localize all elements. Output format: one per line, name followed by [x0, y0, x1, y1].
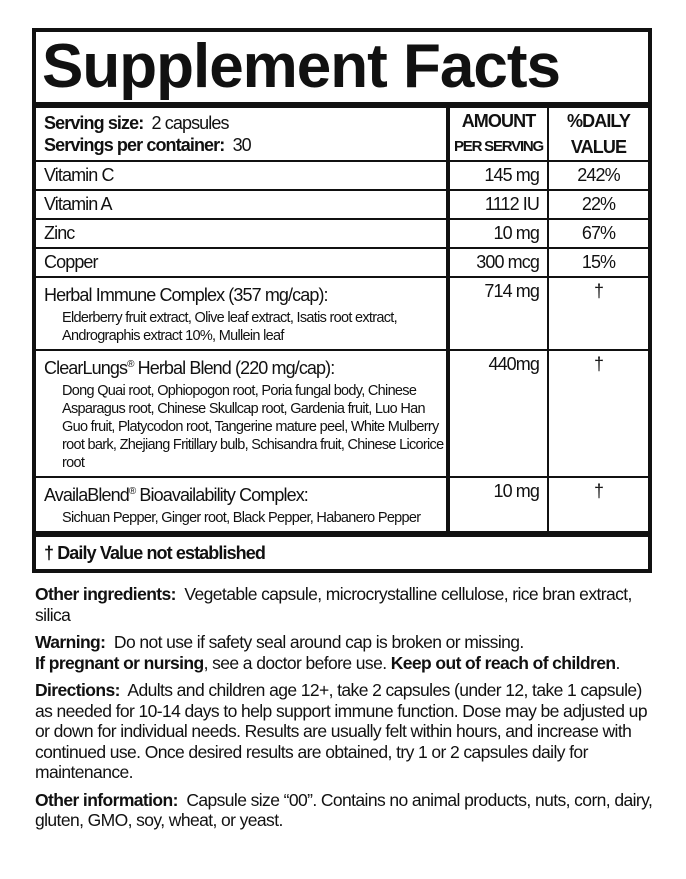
header-row: Serving size: 2 capsules Servings per co…: [36, 108, 648, 161]
blend-row: ClearLungs® Herbal Blend (220 mg/cap): Do…: [36, 349, 648, 477]
other-information: Other information: Capsule size “00”. Co…: [35, 789, 653, 831]
table-row: Copper 300 mcg 15%: [36, 247, 648, 277]
servings-per-container: Servings per container: 30: [44, 135, 252, 155]
blend-row: AvailaBlend® Bioavailability Complex: Sic…: [36, 476, 648, 537]
other-ingredients: Other ingredients: Vegetable capsule, mi…: [35, 584, 632, 625]
footnote: † Daily Value not established: [44, 543, 266, 563]
label-text: Other ingredients: Vegetable capsule, mi…: [35, 584, 660, 838]
table-row: Vitamin A 1112 IU 22%: [36, 189, 648, 219]
table-row: Vitamin C 145 mg 242%: [36, 160, 648, 190]
serving-size: Serving size: 2 capsules: [44, 113, 230, 133]
directions: Directions: Adults and children age 12+,…: [35, 680, 648, 782]
amount-header: AMOUNT PER SERVING: [446, 108, 549, 161]
warning: Warning: Do not use if safety seal aroun…: [35, 632, 620, 673]
dv-header: %DAILY VALUE: [567, 111, 631, 157]
blend-row: Herbal Immune Complex (357 mg/cap): Elder…: [36, 276, 648, 350]
supplement-facts-panel: Supplement Facts Serving size: 2 capsule…: [32, 28, 652, 573]
facts-table: Serving size: 2 capsules Servings per co…: [36, 108, 648, 537]
table-row: Zinc 10 mg 67%: [36, 218, 648, 248]
panel-title: Supplement Facts: [36, 32, 648, 108]
